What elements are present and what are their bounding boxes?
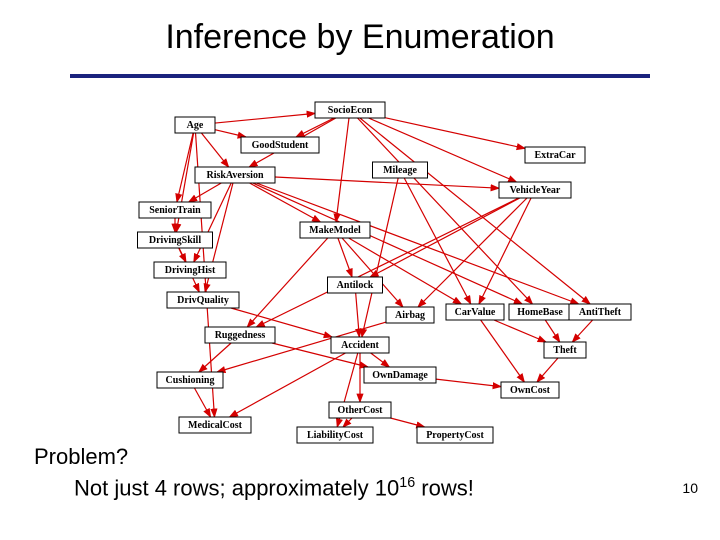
node-antilock: Antilock: [328, 277, 383, 293]
svg-text:LiabilityCost: LiabilityCost: [307, 430, 364, 441]
edge: [537, 358, 558, 382]
edge: [418, 198, 527, 307]
title-rule: [70, 74, 650, 78]
edge: [349, 238, 462, 304]
svg-text:VehicleYear: VehicleYear: [510, 185, 561, 196]
problem-line2-post: rows!: [415, 475, 474, 500]
svg-text:Ruggedness: Ruggedness: [215, 330, 266, 341]
node-riskaversion: RiskAversion: [195, 167, 275, 183]
svg-text:MakeModel: MakeModel: [309, 225, 361, 236]
svg-text:Accident: Accident: [341, 340, 379, 351]
node-drivingskill: DrivingSkill: [138, 232, 213, 248]
svg-text:RiskAversion: RiskAversion: [206, 170, 263, 181]
page-number: 10: [682, 480, 698, 496]
svg-text:OwnCost: OwnCost: [510, 385, 551, 396]
svg-text:OwnDamage: OwnDamage: [372, 370, 428, 381]
edge: [296, 118, 334, 137]
node-ruggedness: Ruggedness: [205, 327, 275, 343]
edge: [385, 118, 525, 149]
node-theft: Theft: [544, 342, 586, 358]
edge: [572, 320, 592, 342]
problem-line2-pre: Not just 4 rows; approximately 10: [74, 475, 399, 500]
edge: [358, 118, 533, 304]
problem-line1: Problem?: [34, 442, 474, 473]
node-homebase: HomeBase: [509, 304, 571, 320]
svg-text:ExtraCar: ExtraCar: [534, 150, 576, 161]
edge: [494, 320, 546, 342]
node-carvalue: CarValue: [446, 304, 504, 320]
node-propertycost: PropertyCost: [417, 427, 493, 443]
node-drivinghist: DrivingHist: [154, 262, 226, 278]
svg-text:MedicalCost: MedicalCost: [188, 420, 243, 431]
node-othercost: OtherCost: [329, 402, 391, 418]
svg-text:HomeBase: HomeBase: [517, 307, 563, 318]
slide-title: Inference by Enumeration: [0, 18, 720, 57]
node-drivquality: DrivQuality: [167, 292, 239, 308]
problem-line2: Not just 4 rows; approximately 1016 rows…: [34, 473, 474, 504]
node-liabilitycost: LiabilityCost: [297, 427, 373, 443]
problem-text: Problem? Not just 4 rows; approximately …: [34, 442, 474, 504]
edge: [189, 183, 222, 202]
node-owncost: OwnCost: [501, 382, 559, 398]
svg-text:Antilock: Antilock: [337, 280, 374, 291]
edge: [336, 118, 349, 222]
svg-text:Airbag: Airbag: [395, 310, 425, 321]
svg-text:SocioEcon: SocioEcon: [328, 105, 373, 116]
svg-text:DrivingHist: DrivingHist: [165, 265, 216, 276]
svg-text:Theft: Theft: [553, 345, 577, 356]
node-antitheft: AntiTheft: [569, 304, 631, 320]
edge: [343, 418, 352, 427]
edge: [256, 183, 578, 304]
edge: [390, 418, 424, 427]
problem-line2-sup: 16: [399, 475, 415, 491]
edge: [481, 320, 525, 382]
bayes-net-diagram: Age SocioEcon GoodStudent ExtraCar RiskAvers…: [120, 90, 620, 440]
node-cushioning: Cushioning: [157, 372, 223, 388]
edge: [371, 353, 390, 367]
svg-text:OtherCost: OtherCost: [338, 405, 384, 416]
edge: [177, 133, 193, 202]
edge: [201, 133, 228, 167]
node-airbag: Airbag: [386, 307, 434, 323]
edge: [275, 177, 499, 188]
edge: [199, 343, 231, 372]
edge: [338, 238, 352, 277]
svg-text:CarValue: CarValue: [455, 307, 496, 318]
svg-text:Mileage: Mileage: [383, 165, 417, 176]
node-makemodel: MakeModel: [300, 222, 370, 238]
edge: [215, 113, 315, 123]
edge: [215, 130, 246, 137]
node-extracar: ExtraCar: [525, 147, 585, 163]
node-owndamage: OwnDamage: [364, 367, 436, 383]
node-accident: Accident: [331, 337, 389, 353]
node-socioecon: SocioEcon: [315, 102, 385, 118]
edge: [436, 379, 501, 387]
edge: [342, 238, 403, 307]
node-seniortrain: SeniorTrain: [139, 202, 211, 218]
svg-text:Age: Age: [187, 120, 204, 131]
node-age: Age: [175, 117, 215, 133]
node-vehicleyear: VehicleYear: [499, 182, 571, 198]
edge: [545, 320, 559, 342]
svg-text:Cushioning: Cushioning: [166, 375, 215, 386]
svg-text:SeniorTrain: SeniorTrain: [149, 205, 201, 216]
edge: [194, 388, 210, 417]
node-goodstudent: GoodStudent: [241, 137, 319, 153]
edge: [247, 238, 328, 327]
node-mileage: Mileage: [373, 162, 428, 178]
svg-text:DrivingSkill: DrivingSkill: [149, 235, 201, 246]
svg-text:GoodStudent: GoodStudent: [252, 140, 309, 151]
node-medicalcost: MedicalCost: [179, 417, 251, 433]
edge: [360, 118, 590, 304]
svg-text:DrivQuality: DrivQuality: [177, 295, 229, 306]
svg-text:PropertyCost: PropertyCost: [426, 430, 484, 441]
svg-text:AntiTheft: AntiTheft: [579, 307, 622, 318]
